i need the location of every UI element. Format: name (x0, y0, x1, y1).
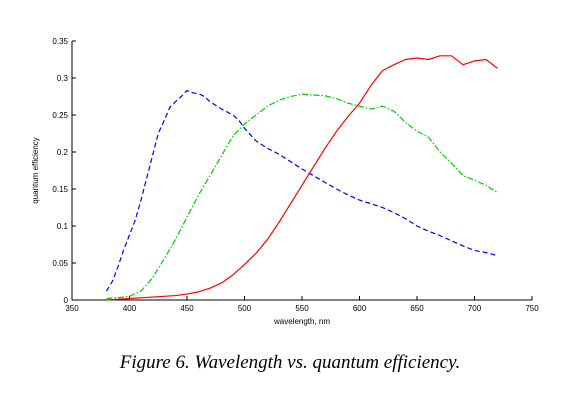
x-tick-label: 550 (295, 304, 309, 313)
x-tick-label: 500 (238, 304, 252, 313)
x-tick-label: 700 (468, 304, 482, 313)
chart: 350 400 450 500 550 600 650 700 750 0 0.05 0.1 0.15 0… (31, 37, 539, 326)
x-tick-label: 400 (123, 304, 137, 313)
x-axis-label: wavelength, nm (273, 317, 330, 326)
x-tick-label: 650 (410, 304, 424, 313)
y-tick-label: 0.05 (52, 259, 68, 268)
y-tick-label: 0.3 (57, 74, 69, 83)
series-line-3 (106, 55, 498, 301)
y-tick-label: 0.15 (52, 185, 68, 194)
y-tick-label: 0.1 (57, 222, 69, 231)
y-tick-label: 0.2 (57, 148, 69, 157)
x-tick-label: 600 (353, 304, 367, 313)
series-line-1 (105, 89, 498, 292)
figure-caption: Figure 6. Wavelength vs. quantum efficie… (119, 352, 461, 373)
y-tick-label: 0.35 (52, 37, 68, 46)
y-axis-label: quantum efficiency (31, 137, 40, 204)
x-tick-label: 750 (525, 304, 539, 313)
x-tick-label: 350 (65, 304, 79, 313)
series-layer (105, 55, 498, 301)
y-tick-label: 0.25 (52, 111, 68, 120)
series-line-2 (106, 93, 498, 300)
axes: 350 400 450 500 550 600 650 700 750 0 0.05 0.1 0.15 0… (52, 37, 539, 313)
x-tick-label: 450 (180, 304, 194, 313)
y-tick-label: 0 (64, 296, 69, 305)
